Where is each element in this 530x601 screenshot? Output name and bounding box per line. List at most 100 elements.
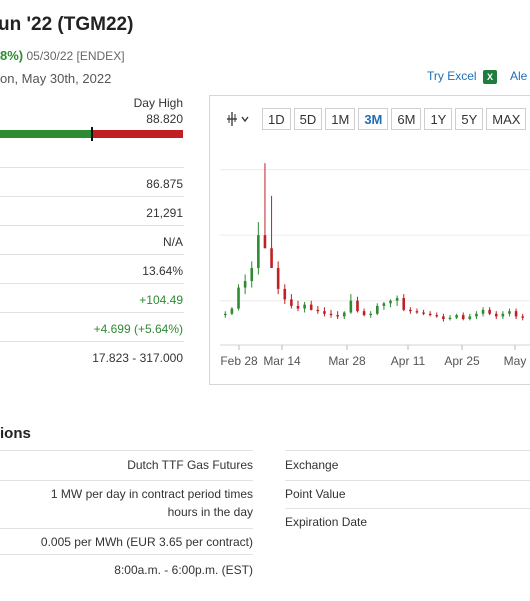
candle bbox=[448, 315, 452, 321]
candle bbox=[455, 313, 458, 320]
day-range-bar bbox=[0, 127, 183, 141]
quote-subline: 8%) 05/30/22 [ENDEX] bbox=[0, 48, 125, 63]
candle bbox=[237, 284, 240, 311]
try-excel-link[interactable]: Try Excel bbox=[427, 69, 477, 83]
quote-meta: 05/30/22 [ENDEX] bbox=[26, 49, 125, 63]
candle bbox=[461, 312, 465, 321]
candle bbox=[501, 311, 505, 320]
spec-value-contract-size-1: 1 MW per day in contract period times bbox=[50, 487, 253, 501]
candle bbox=[382, 302, 386, 310]
stat-value: 21,291 bbox=[146, 206, 183, 220]
candle bbox=[257, 222, 260, 275]
specs-divider bbox=[285, 450, 530, 451]
specs-divider bbox=[0, 554, 253, 555]
as-of-date: on, May 30th, 2022 bbox=[0, 71, 112, 86]
stats-list: 86.875 21,291 N/A 13.64% +104.49 +4.699 (+5.6… bbox=[0, 167, 184, 370]
stat-value: 17.823 - 317.000 bbox=[92, 351, 183, 365]
candle bbox=[468, 313, 472, 321]
page-title: un '22 (TGM22) bbox=[0, 14, 134, 35]
chart-panel bbox=[209, 95, 530, 385]
candle bbox=[435, 312, 439, 318]
stat-row: +104.49 bbox=[0, 283, 184, 312]
candle bbox=[514, 308, 518, 320]
candle bbox=[316, 305, 320, 314]
candle bbox=[276, 261, 280, 295]
candle bbox=[442, 313, 445, 322]
specs-divider bbox=[0, 450, 253, 451]
x-tick-label: Feb 28 bbox=[220, 354, 258, 368]
candle bbox=[389, 299, 392, 308]
excel-icon[interactable]: X bbox=[483, 70, 497, 84]
range-button-3m[interactable]: 3M bbox=[358, 108, 389, 130]
candle bbox=[270, 195, 273, 268]
stat-value: +4.699 (+5.64%) bbox=[93, 322, 183, 336]
candle bbox=[422, 309, 425, 316]
candle bbox=[362, 308, 366, 317]
candle bbox=[250, 261, 254, 288]
candle bbox=[329, 309, 333, 318]
candle bbox=[481, 307, 485, 317]
candle bbox=[475, 311, 478, 320]
x-tick-label: Apr 11 bbox=[391, 354, 426, 368]
day-range-red bbox=[91, 130, 183, 138]
candle bbox=[402, 294, 406, 312]
x-tick-label: Mar 14 bbox=[263, 354, 301, 368]
candle bbox=[323, 307, 326, 317]
candle bbox=[356, 296, 359, 313]
spec-label-point-value: Point Value bbox=[285, 487, 346, 501]
candle bbox=[508, 308, 511, 317]
candle bbox=[395, 295, 399, 306]
candle bbox=[243, 274, 247, 295]
candle bbox=[283, 284, 287, 304]
spec-value-exchange-name: Dutch TTF Gas Futures bbox=[127, 458, 253, 472]
spec-value-contract-size-2: hours in the day bbox=[167, 505, 253, 519]
candle bbox=[303, 302, 306, 313]
candle bbox=[521, 313, 524, 321]
x-tick-label: Apr 25 bbox=[444, 354, 480, 368]
candle bbox=[415, 308, 419, 314]
chart-range-buttons: 1D 5D 1M 3M 6M 1Y 5Y MAX bbox=[262, 108, 529, 130]
candle bbox=[488, 307, 491, 316]
candle bbox=[230, 307, 234, 316]
stat-row: 21,291 bbox=[0, 196, 184, 225]
candle bbox=[428, 311, 432, 317]
specs-divider bbox=[0, 528, 253, 529]
spec-label-expiration: Expiration Date bbox=[285, 515, 368, 529]
change-percent: 8%) bbox=[0, 48, 24, 63]
specs-divider bbox=[285, 508, 530, 509]
specs-title: ions bbox=[0, 425, 31, 442]
stat-row: 86.875 bbox=[0, 167, 184, 196]
specs-divider bbox=[285, 480, 530, 481]
candle bbox=[409, 307, 412, 314]
candle bbox=[369, 311, 372, 318]
candle bbox=[290, 294, 293, 309]
candle bbox=[309, 300, 313, 311]
candle bbox=[263, 163, 267, 249]
spec-label-exchange: Exchange bbox=[285, 458, 339, 472]
range-button-6m[interactable]: 6M bbox=[391, 108, 422, 130]
x-tick-label: Mar 28 bbox=[328, 354, 366, 368]
stat-row: +4.699 (+5.64%) bbox=[0, 312, 184, 341]
spec-value-trading-hours: 8:00a.m. - 6:00p.m. (EST) bbox=[114, 563, 253, 577]
day-high-label: Day High bbox=[133, 96, 183, 110]
range-button-5d[interactable]: 5D bbox=[293, 108, 323, 130]
range-button-1m[interactable]: 1M bbox=[325, 108, 356, 130]
stat-row: N/A bbox=[0, 225, 184, 254]
candle bbox=[336, 311, 339, 320]
candle bbox=[349, 294, 353, 314]
crosshair-icon[interactable] bbox=[224, 110, 256, 128]
range-button-5y[interactable]: 5Y bbox=[455, 108, 484, 130]
day-high-value: 88.820 bbox=[146, 112, 183, 126]
x-tick-label: May bbox=[504, 354, 527, 368]
candle bbox=[342, 311, 346, 320]
price-chart[interactable]: Feb 28 Mar 14 Mar 28 Apr 11 Apr 25 May bbox=[210, 150, 530, 380]
stat-value: N/A bbox=[162, 235, 183, 249]
stat-row: 17.823 - 317.000 bbox=[0, 341, 184, 370]
range-button-1d[interactable]: 1D bbox=[262, 108, 291, 130]
range-button-1y[interactable]: 1Y bbox=[424, 108, 453, 130]
stat-row: 13.64% bbox=[0, 254, 184, 283]
spec-value-tick-size: 0.005 per MWh (EUR 3.65 per contract) bbox=[40, 535, 253, 549]
specs-divider bbox=[0, 480, 253, 481]
alerts-link[interactable]: Ale bbox=[510, 69, 528, 83]
range-button-max[interactable]: MAX bbox=[486, 108, 527, 130]
